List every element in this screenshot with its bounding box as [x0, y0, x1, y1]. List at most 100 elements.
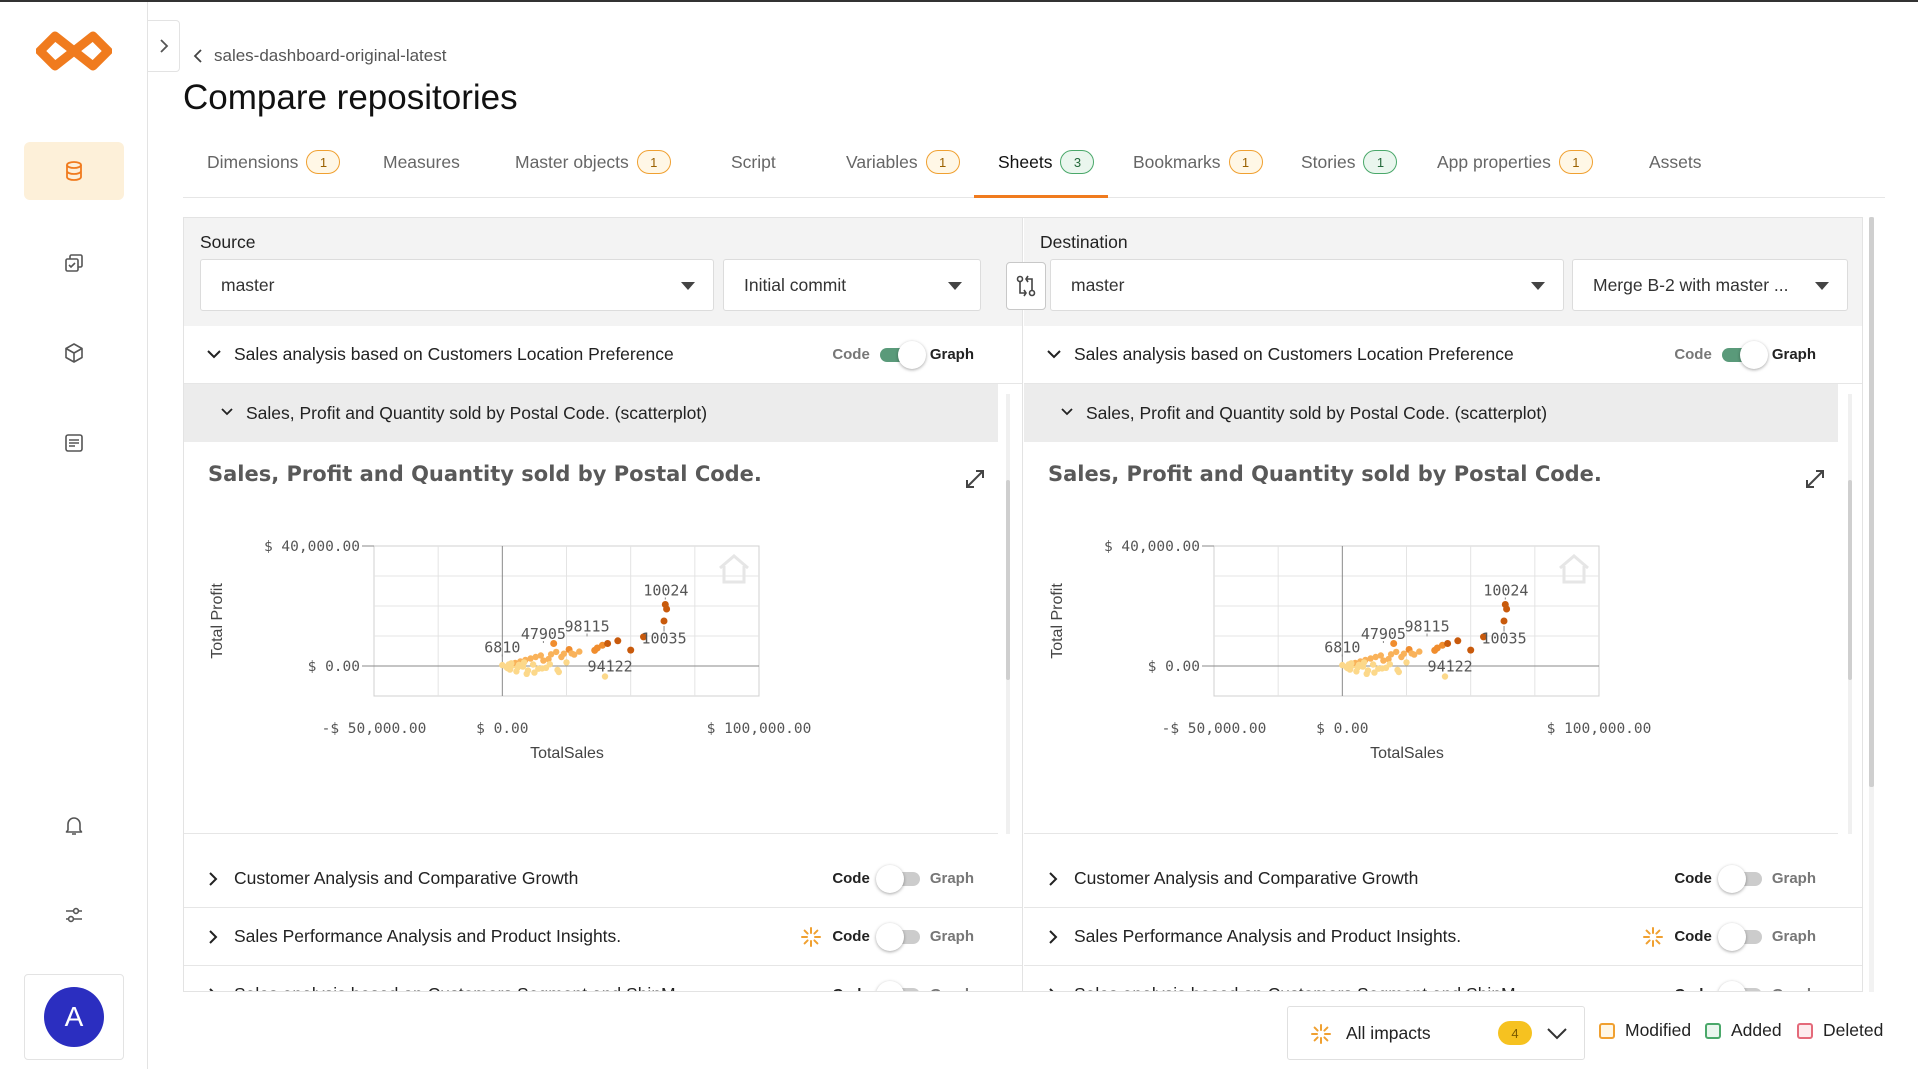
code-graph-toggle[interactable]: Code Graph [1674, 980, 1816, 991]
tab-label: Variables [846, 152, 918, 172]
breadcrumb[interactable]: sales-dashboard-original-latest [192, 46, 446, 66]
view-switch[interactable] [875, 864, 920, 893]
destination-branch-select[interactable]: master [1050, 259, 1564, 311]
view-switch[interactable] [1717, 864, 1762, 893]
nav-settings[interactable] [24, 886, 124, 944]
view-switch[interactable] [879, 340, 926, 369]
tab-dimensions[interactable]: Dimensions 1 [207, 142, 341, 198]
data-point [1411, 651, 1418, 658]
tab-script[interactable]: Script [731, 142, 776, 198]
destination-selectors: Destination master Merge B-2 with master… [1024, 218, 1862, 326]
x-tick-label: -$ 50,000.00 [322, 721, 427, 737]
data-point [563, 659, 570, 666]
panel-scrollbar[interactable] [1848, 394, 1852, 834]
source-panel: Source master Initial commit Sales analy… [184, 218, 1023, 991]
page-title: Compare repositories [183, 78, 518, 117]
x-tick-label: $ 100,000.00 [707, 721, 812, 737]
sheet-row[interactable]: Sales analysis based on Customers Segmen… [1024, 966, 1862, 991]
data-point [1377, 652, 1384, 659]
tab-bookmarks[interactable]: Bookmarks 1 [1133, 142, 1263, 198]
code-graph-toggle[interactable]: Code Graph [832, 980, 974, 991]
sliders-icon [66, 907, 82, 923]
chart-title: Sales, Profit and Quantity sold by Posta… [208, 462, 762, 486]
view-switch[interactable] [875, 980, 920, 991]
sheet-row[interactable]: Sales Performance Analysis and Product I… [1024, 908, 1862, 966]
code-graph-toggle[interactable]: Code Graph [1674, 340, 1816, 369]
count-badge: 1 [1558, 150, 1593, 174]
object-title: Sales, Profit and Quantity sold by Posta… [1086, 402, 1548, 423]
tab-label: Script [731, 152, 776, 172]
swap-button[interactable] [1006, 262, 1046, 310]
data-point [515, 661, 523, 668]
view-switch[interactable] [875, 922, 920, 951]
panel-scrollbar[interactable] [1006, 394, 1010, 834]
tab-assets[interactable]: Assets [1649, 142, 1702, 198]
chevron-down-icon[interactable] [1546, 1025, 1568, 1041]
code-graph-toggle[interactable]: Code Graph [832, 922, 974, 951]
chevron-right-icon [209, 872, 218, 886]
data-point [1378, 665, 1386, 672]
x-axis-label: TotalSales [1370, 745, 1444, 762]
fullscreen-icon[interactable] [1804, 468, 1826, 490]
nav-notifications[interactable] [24, 796, 124, 854]
code-graph-toggle[interactable]: Code Graph [1674, 864, 1816, 893]
graph-label: Graph [929, 346, 974, 363]
fullscreen-icon[interactable] [964, 468, 986, 490]
expand-sidebar-button[interactable] [148, 20, 180, 72]
sheet-row[interactable]: Sales analysis based on Customers Locati… [184, 326, 1022, 384]
code-graph-toggle[interactable]: Code Graph [1674, 922, 1816, 951]
nav-deployments[interactable] [24, 234, 124, 292]
data-point [1353, 668, 1360, 675]
tab-variables[interactable]: Variables 1 [846, 142, 960, 198]
nav-reports[interactable] [24, 414, 124, 472]
impacts-filter[interactable]: All impacts 4 [1287, 1006, 1585, 1060]
annotation-label: 94122 [588, 657, 633, 675]
object-row[interactable]: Sales, Profit and Quantity sold by Posta… [1024, 384, 1838, 442]
sheet-row[interactable]: Sales Performance Analysis and Product I… [184, 908, 1022, 966]
tab-measures[interactable]: Measures [383, 142, 460, 198]
page-scrollbar[interactable] [1869, 217, 1874, 992]
tab-label: Assets [1649, 152, 1702, 172]
user-menu[interactable]: A [24, 974, 124, 1060]
chevron-right-icon [209, 988, 214, 991]
x-tick-label: $ 0.00 [476, 721, 528, 737]
breadcrumb-label[interactable]: sales-dashboard-original-latest [214, 46, 447, 65]
data-point [538, 665, 546, 672]
sheet-row[interactable]: Customer Analysis and Comparative Growth… [184, 850, 1022, 908]
data-point [1390, 640, 1398, 647]
view-switch[interactable] [1717, 922, 1762, 951]
view-switch[interactable] [1717, 980, 1762, 991]
sheet-row[interactable]: Sales analysis based on Customers Locati… [1024, 326, 1862, 384]
data-point [1363, 670, 1370, 677]
tab-master-objects[interactable]: Master objects 1 [515, 142, 671, 198]
data-point [513, 668, 520, 675]
annotation-label: 10035 [1481, 630, 1526, 648]
data-point [1393, 648, 1400, 656]
destination-panel: Destination master Merge B-2 with master… [1024, 218, 1862, 991]
copy-check-icon [65, 254, 83, 272]
nav-packages[interactable] [24, 324, 124, 382]
source-commit-select[interactable]: Initial commit [723, 259, 981, 311]
data-point [550, 640, 558, 647]
view-switch[interactable] [1721, 340, 1768, 369]
nav-repositories[interactable] [24, 142, 124, 200]
data-point [640, 633, 647, 641]
code-graph-toggle[interactable]: Code Graph [832, 864, 974, 893]
source-branch-select[interactable]: master [200, 259, 714, 311]
destination-commit-select[interactable]: Merge B-2 with master ... [1572, 259, 1848, 311]
tab-app-properties[interactable]: App properties 1 [1437, 142, 1593, 198]
home-watermark-icon [719, 554, 749, 584]
chevron-right-icon [1049, 988, 1054, 991]
sheet-row[interactable]: Customer Analysis and Comparative Growth… [1024, 850, 1862, 908]
data-point [1480, 633, 1487, 641]
sheet-row[interactable]: Sales analysis based on Customers Segmen… [184, 966, 1022, 991]
chevron-right-icon [1049, 872, 1058, 886]
object-row[interactable]: Sales, Profit and Quantity sold by Posta… [184, 384, 998, 442]
modified-swatch [1599, 1022, 1615, 1039]
tab-stories[interactable]: Stories 1 [1301, 142, 1398, 198]
code-label: Code [1674, 928, 1712, 945]
data-point [1444, 640, 1452, 647]
tab-sheets[interactable]: Sheets 3 [974, 142, 1109, 198]
code-graph-toggle[interactable]: Code Graph [832, 340, 974, 369]
chevron-right-icon [1049, 930, 1058, 944]
